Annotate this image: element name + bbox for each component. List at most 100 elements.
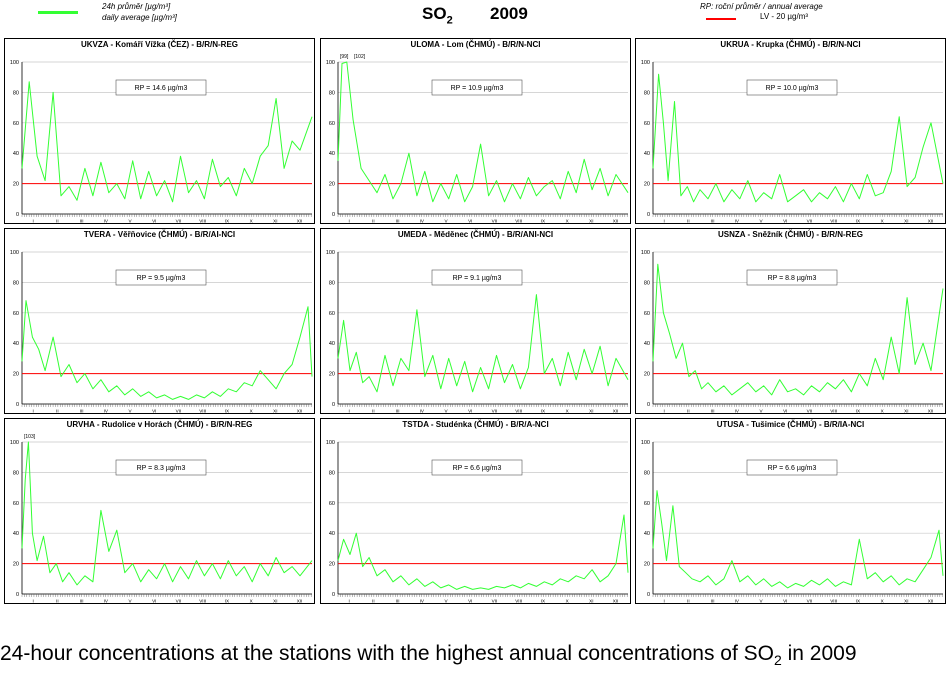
x-day-ticks xyxy=(337,214,627,217)
panel-title: UMEDA - Měděnec (ČHMÚ) - B/R/ANI-NCI xyxy=(397,230,552,239)
title-pollutant-sub: 2 xyxy=(446,14,453,27)
x-tick-label: VII xyxy=(176,599,182,604)
y-tick-label: 20 xyxy=(328,372,334,378)
daily-average-series xyxy=(21,81,313,203)
x-tick-label: IX xyxy=(225,409,229,414)
y-tick-label: 0 xyxy=(647,212,650,218)
y-tick-label: 0 xyxy=(16,212,19,218)
x-tick-label: IX xyxy=(225,219,229,224)
x-tick-label: IX xyxy=(856,219,860,224)
y-tick-label: 20 xyxy=(644,562,650,568)
x-tick-label: V xyxy=(444,219,448,224)
x-tick-label: III xyxy=(395,599,399,604)
x-tick-label: VII xyxy=(176,409,182,414)
y-tick-label: 80 xyxy=(328,90,334,96)
annual-average-box xyxy=(115,269,207,286)
caption-text: 24-hour concentrations at the stations w… xyxy=(0,642,774,665)
x-tick-label: VIII xyxy=(830,219,837,224)
x-tick-label: XII xyxy=(612,409,618,414)
x-tick-label: III xyxy=(395,219,399,224)
legend-daily-swatch xyxy=(38,11,78,14)
x-tick-label: X xyxy=(250,409,253,414)
x-tick-label: VIII xyxy=(515,599,522,604)
x-tick-label: V xyxy=(759,599,763,604)
y-tick-label: 100 xyxy=(10,250,19,256)
y-tick-label: 80 xyxy=(13,280,19,286)
x-tick-label: X xyxy=(565,599,568,604)
panel-frame xyxy=(4,228,315,414)
station-chart-4: TVERA - Věřňovice (ČHMÚ) - B/R/AI-NCI 100… xyxy=(4,228,315,414)
clipped-peak-label: [99] xyxy=(340,54,349,60)
x-day-ticks xyxy=(21,214,312,217)
x-tick-label: IX xyxy=(856,409,860,414)
annual-average-label: RP = 9.5 µg/m3 xyxy=(137,275,186,282)
panel-title: TSTDA - Studénka (ČHMÚ) - B/R/A-NCI xyxy=(402,420,548,429)
x-tick-label: VIII xyxy=(515,409,522,414)
y-tick-label: 80 xyxy=(644,280,650,286)
y-tick-label: 60 xyxy=(13,121,19,127)
y-tick-label: 40 xyxy=(328,151,334,157)
y-tick-label: 20 xyxy=(644,372,650,378)
x-tick-label: VI xyxy=(783,599,787,604)
y-tick-label: 100 xyxy=(325,60,334,66)
annual-average-label: RP = 9.1 µg/m3 xyxy=(452,275,501,282)
x-tick-label: V xyxy=(759,409,763,414)
x-tick-label: IV xyxy=(104,599,109,604)
x-tick-label: IV xyxy=(104,409,109,414)
clipped-peak-label: [103] xyxy=(24,434,36,440)
daily-average-series xyxy=(652,73,944,203)
legend-daily: 24h průměr [µg/m³] daily average [µg/m³] xyxy=(38,0,258,26)
x-tick-label: III xyxy=(711,409,715,414)
y-tick-label: 40 xyxy=(644,341,650,347)
x-tick-label: XII xyxy=(297,599,303,604)
x-tick-label: XII xyxy=(928,219,934,224)
y-tick-label: 60 xyxy=(13,311,19,317)
station-chart-3: UKRUA - Krupka (ČHMÚ) - B/R/N-NCI 100 80 60… xyxy=(635,38,946,224)
x-tick-label: IV xyxy=(735,599,740,604)
y-tick-label: 0 xyxy=(331,592,334,598)
x-tick-label: V xyxy=(444,599,448,604)
y-tick-label: 20 xyxy=(13,372,19,378)
annual-average-box xyxy=(115,459,207,476)
x-tick-label: XII xyxy=(297,219,303,224)
x-tick-label: VII xyxy=(176,219,182,224)
x-tick-label: II xyxy=(56,599,59,604)
y-tick-label: 100 xyxy=(641,250,650,256)
x-tick-label: V xyxy=(128,219,132,224)
x-tick-label: II xyxy=(687,599,690,604)
y-tick-label: 40 xyxy=(13,341,19,347)
x-day-ticks xyxy=(337,594,627,597)
y-tick-label: 100 xyxy=(10,440,19,446)
x-tick-label: XI xyxy=(589,219,593,224)
y-tick-label: 60 xyxy=(644,121,650,127)
annual-average-box xyxy=(746,79,838,96)
x-tick-label: VIII xyxy=(199,409,206,414)
y-tick-label: 100 xyxy=(641,60,650,66)
station-chart-5: UMEDA - Měděnec (ČHMÚ) - B/R/ANI-NCI 100 8… xyxy=(319,228,631,414)
x-tick-label: II xyxy=(687,409,690,414)
x-tick-label: III xyxy=(80,219,84,224)
x-tick-label: V xyxy=(128,409,132,414)
y-tick-label: 0 xyxy=(647,402,650,408)
x-tick-label: X xyxy=(250,599,253,604)
x-tick-label: I xyxy=(348,599,349,604)
y-tick-label: 60 xyxy=(644,501,650,507)
daily-average-series xyxy=(337,514,628,590)
daily-average-series xyxy=(652,490,944,589)
y-tick-label: 80 xyxy=(13,470,19,476)
station-chart-2: ULOMA - Lom (ČHMÚ) - B/R/N-NCI 100 80 60 40 2… xyxy=(319,38,631,224)
x-tick-label: VII xyxy=(491,409,497,414)
x-tick-label: III xyxy=(711,219,715,224)
y-tick-label: 100 xyxy=(325,250,334,256)
x-tick-label: II xyxy=(56,409,59,414)
y-tick-label: 40 xyxy=(328,341,334,347)
x-tick-label: X xyxy=(881,219,884,224)
x-tick-label: V xyxy=(444,409,448,414)
x-tick-label: XI xyxy=(273,219,277,224)
y-tick-label: 40 xyxy=(13,531,19,537)
y-tick-label: 60 xyxy=(644,311,650,317)
figure-title: SO2 2009 xyxy=(360,2,600,28)
x-tick-label: VIII xyxy=(830,599,837,604)
y-tick-label: 80 xyxy=(13,90,19,96)
station-chart-1: UKVZA - Komáří Vížka (ČEZ) - B/R/N-REG 10… xyxy=(4,38,315,224)
